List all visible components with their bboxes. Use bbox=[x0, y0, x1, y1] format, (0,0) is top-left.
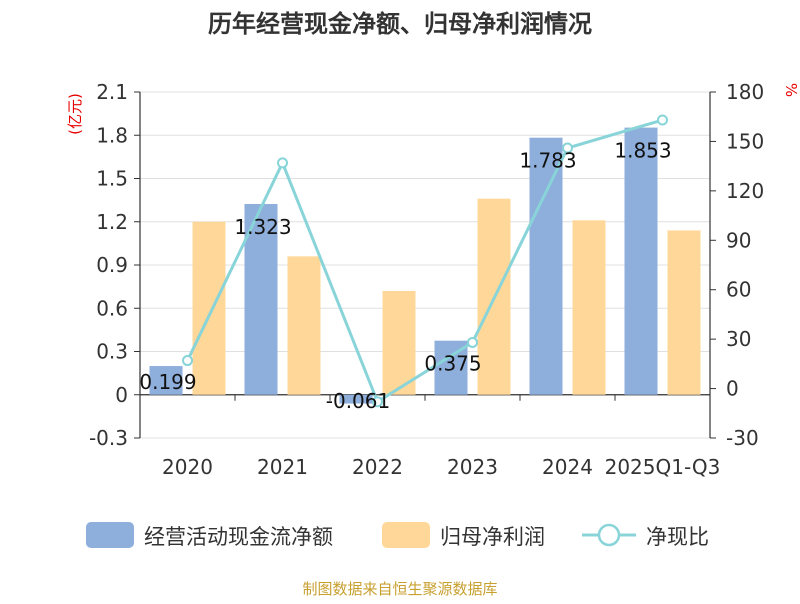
bar-profit bbox=[192, 221, 226, 395]
x-tick-label: 2023 bbox=[447, 455, 498, 479]
x-tick-label: 2020 bbox=[162, 455, 213, 479]
legend-label-cashflow: 经营活动现金流净额 bbox=[144, 525, 333, 549]
line-layer bbox=[182, 114, 668, 408]
x-axis: 2020 2021 2022 2023 2024 2025Q1-Q3 bbox=[139, 394, 721, 479]
right-tick-label: 120 bbox=[726, 179, 764, 203]
left-tick-label: 2.1 bbox=[96, 80, 128, 104]
ratio-point bbox=[657, 114, 668, 126]
bar-profit bbox=[667, 230, 701, 395]
bar-cashflow bbox=[529, 137, 563, 395]
left-tick-label: 0.9 bbox=[96, 253, 128, 277]
x-tick-label: 2024 bbox=[542, 455, 593, 479]
ratio-line bbox=[186, 118, 663, 404]
right-tick-label: 60 bbox=[726, 278, 751, 302]
legend-item-ratio[interactable]: 净现比 bbox=[582, 523, 709, 549]
legend: 经营活动现金流净额 归母净利润 净现比 bbox=[86, 522, 709, 549]
right-tick-label: 90 bbox=[726, 228, 751, 252]
left-tick-label: 1.8 bbox=[96, 123, 128, 147]
bar-cashflow bbox=[244, 204, 278, 395]
bar-cashflow bbox=[149, 366, 183, 395]
x-tick-label: 2025Q1-Q3 bbox=[605, 455, 721, 479]
right-tick-label: -30 bbox=[726, 426, 759, 450]
data-label-cashflow: 1.783 bbox=[519, 149, 576, 173]
right-tick-label: 0 bbox=[726, 377, 739, 401]
legend-label-profit: 归母净利润 bbox=[440, 525, 545, 549]
data-label-cashflow: 1.323 bbox=[234, 215, 291, 239]
bar-cashflow bbox=[339, 394, 373, 404]
right-tick-label: 150 bbox=[726, 129, 764, 153]
ratio-point bbox=[277, 157, 288, 169]
ratio-point bbox=[562, 142, 573, 154]
legend-swatch-profit bbox=[382, 522, 430, 548]
ratio-point bbox=[467, 336, 478, 348]
legend-swatch-cashflow bbox=[86, 522, 134, 548]
left-tick-label: 0.6 bbox=[96, 296, 128, 320]
source-note: 制图数据来自恒生聚源数据库 bbox=[302, 580, 497, 598]
chart-title: 历年经营现金净额、归母净利润情况 bbox=[208, 10, 592, 38]
right-axis-label: % bbox=[782, 83, 800, 97]
right-tick-label: 30 bbox=[726, 327, 751, 351]
bar-profit bbox=[572, 220, 606, 395]
bars-layer bbox=[149, 127, 701, 404]
ratio-point bbox=[372, 396, 383, 408]
data-label-cashflow: 0.375 bbox=[424, 352, 481, 376]
ratio-point bbox=[182, 355, 193, 367]
x-tick-label: 2022 bbox=[352, 455, 403, 479]
data-labels: 0.199 1.323 -0.061 0.375 1.783 1.853 bbox=[139, 139, 671, 413]
data-label-cashflow: 0.199 bbox=[139, 370, 196, 394]
legend-item-profit[interactable]: 归母净利润 bbox=[382, 522, 545, 549]
left-axis: -0.3 0 0.3 0.6 0.9 1.2 1.5 1.8 2.1 bbox=[89, 80, 141, 450]
left-tick-label: 0 bbox=[115, 383, 128, 407]
x-tick-label: 2021 bbox=[257, 455, 308, 479]
left-tick-label: 0.3 bbox=[96, 340, 128, 364]
bar-profit bbox=[382, 290, 416, 395]
legend-item-cashflow[interactable]: 经营活动现金流净额 bbox=[86, 522, 333, 549]
left-tick-label: -0.3 bbox=[89, 426, 128, 450]
legend-marker-ratio bbox=[597, 523, 621, 547]
left-axis-label: (亿元) bbox=[66, 93, 84, 135]
legend-label-ratio: 净现比 bbox=[646, 525, 709, 549]
right-axis: -30 0 30 60 90 120 150 180 bbox=[709, 80, 764, 450]
bar-profit bbox=[287, 256, 321, 395]
data-label-cashflow: -0.061 bbox=[326, 389, 390, 413]
data-label-cashflow: 1.853 bbox=[614, 139, 671, 163]
left-tick-label: 1.2 bbox=[96, 210, 128, 234]
left-tick-label: 1.5 bbox=[96, 167, 128, 191]
bar-cashflow bbox=[624, 127, 658, 395]
right-tick-label: 180 bbox=[726, 80, 764, 104]
